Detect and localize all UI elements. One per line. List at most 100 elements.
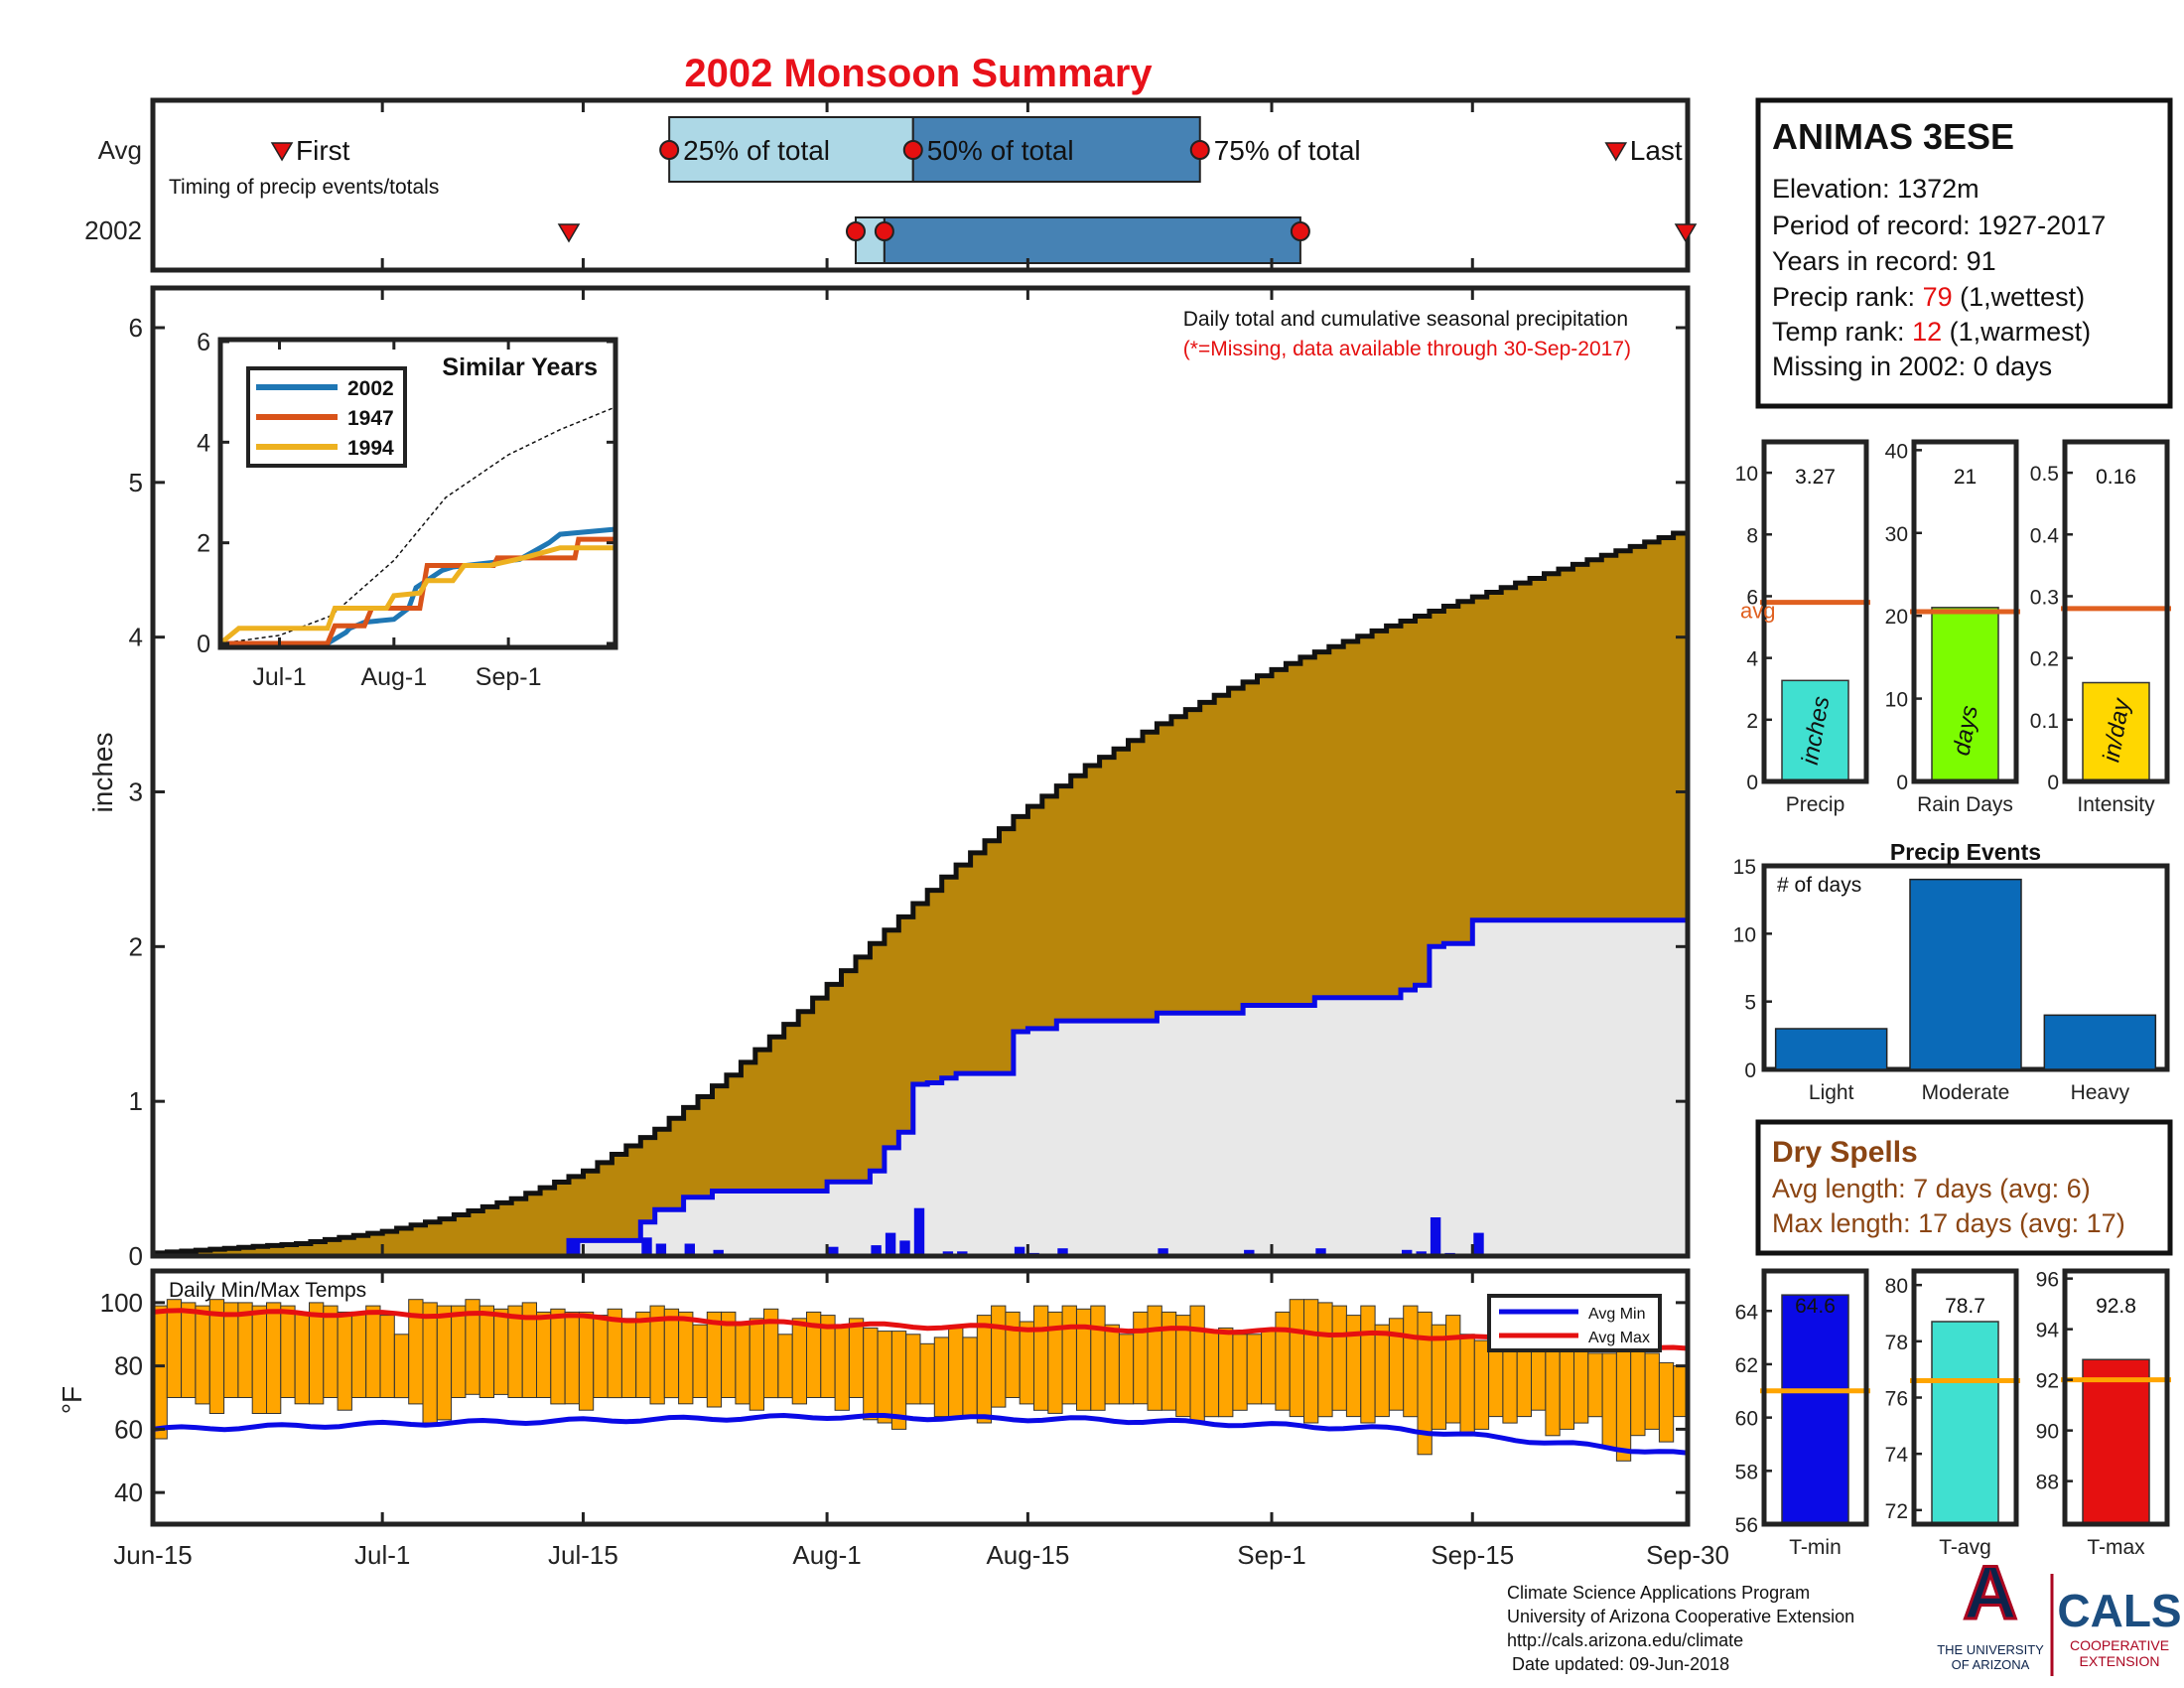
temp-range-bar [1473,1339,1490,1430]
stat-y-tick-label: 0 [2047,772,2059,794]
cals-logo-line1: COOPERATIVE [2070,1637,2169,1653]
stat-value-label: 3.27 [1795,466,1836,489]
main-y-tick-label: 3 [129,777,143,807]
stat-y-tick-label: 62 [1735,1354,1758,1377]
inset-x-tick-label: Jul-1 [252,663,306,691]
stat-avg-label: avg [1740,599,1775,624]
stat-x-label: Intensity [2077,793,2155,816]
year-first-marker [557,223,581,243]
timing-markers [270,140,1698,243]
x-tick-label: Aug-1 [792,1540,861,1570]
year-p50-marker [874,221,894,241]
temp-range-bar [1275,1311,1291,1411]
inset-x-tick-label: Sep-1 [476,663,542,691]
temp-range-bar [1090,1305,1106,1411]
precip-rank-suffix: (1,wettest) [1953,282,2086,312]
stat-y-tick-label: 8 [1746,524,1758,547]
year-cumulative-step-line [153,905,1691,1259]
temp-range-bar [181,1302,197,1399]
avg-last-marker [1604,142,1628,162]
station-info-frame [1755,97,2173,409]
temp-y-axis-label: °F [57,1386,87,1414]
stat-x-label: T-min [1789,1536,1842,1559]
timing-row-label-year: 2002 [84,215,142,245]
daily-precip-bar [570,1240,581,1256]
temp-range-bar [593,1315,609,1398]
precip-events-chart: Light Moderate Heavy 0 5 10 15 Precip Events # o… [1733,839,2170,1104]
station-period: Period of record: 1927-2017 [1772,211,2106,240]
temp-range-bar [777,1334,793,1399]
temp-range-bar [905,1334,921,1405]
precip-events-category-label: Heavy [2071,1081,2130,1104]
stat-x-label: T-avg [1939,1536,1991,1559]
stat-y-tick-label: 10 [1735,463,1758,486]
precip-rank-prefix: Precip rank: [1772,282,1923,312]
stat-y-tick-label: 72 [1885,1500,1908,1523]
footer-line3: http://cals.arizona.edu/climate [1507,1630,1743,1650]
temp-range-bar [791,1318,808,1405]
station-elevation: Elevation: 1372m [1772,174,1979,204]
temp-range-bar [919,1342,935,1405]
temp-y-tick-label: 60 [114,1414,143,1444]
station-name: ANIMAS 3ESE [1772,116,2014,157]
stat-y-tick-label: 58 [1735,1461,1758,1483]
temp-range-bar [620,1318,637,1399]
dry-spells-title: Dry Spells [1772,1136,1918,1169]
inset-title: Similar Years [442,353,598,381]
daily-precip-bar [1014,1246,1025,1256]
ua-logo-line2: OF ARIZONA [1952,1657,2030,1672]
precip-events-category-label: Light [1809,1081,1854,1104]
precip-rank-value: 79 [1923,282,1953,312]
stat-panel-t_min: 56 58 60 62 64 64.6 T-min [1735,1268,1870,1559]
temp-range-bar [1374,1324,1390,1418]
temp-range-bar [1019,1321,1034,1405]
stat-value-label: 0.16 [2096,466,2136,489]
stat-panel-frame [1761,1268,1869,1527]
stat-y-tick-label: 20 [1885,606,1908,629]
temp-range-bar [309,1302,325,1405]
stat-x-label: Rain Days [1917,793,2013,816]
main-y-tick-label: 6 [129,313,143,343]
temp-range-bar [422,1302,438,1424]
stat-value-bar [1781,1294,1849,1525]
daily-precip-bar [1057,1248,1068,1256]
avg-first-marker [270,142,294,162]
stat-y-tick-label: 60 [1735,1408,1758,1431]
temp-rank-value: 12 [1912,317,1942,347]
stat-y-tick-label: 96 [2036,1269,2059,1292]
dry-spells-frame [1755,1119,2173,1256]
stat-panel-frame [2062,1268,2170,1527]
inset-series-line-1994 [218,545,615,645]
cals-logo-line2: EXTENSION [2080,1653,2160,1669]
legend-label-1947: 1947 [347,407,394,430]
dry-spells-max: Max length: 17 days (avg: 17) [1772,1208,2125,1238]
timing-row-label-avg: Avg [98,135,142,165]
inset-y-tick-label: 0 [197,631,210,658]
temp-range-bar [365,1305,381,1398]
precip-events-bar [1774,1028,1888,1070]
stat-value-label: 21 [1954,466,1977,489]
temp-range-bar [1246,1334,1262,1405]
footer-line1: Climate Science Applications Program [1507,1583,1810,1603]
temp-range-bar [294,1311,310,1405]
daily-precip-bar [1402,1249,1413,1256]
figure-title: 2002 Monsoon Summary [684,52,1153,95]
temp-range-bar [1061,1305,1077,1405]
timing-panel: Avg 2002 Timing of precip events/totals … [84,97,1698,273]
x-tick-label: Jul-1 [354,1540,410,1570]
stat-y-tick-label: 4 [1746,648,1758,671]
temp-range-bar [280,1305,296,1398]
stat-y-tick-label: 40 [1885,440,1908,463]
temp-range-bar [237,1302,253,1399]
temp-range-bar [1615,1346,1632,1462]
temp-range-bar [848,1318,865,1399]
daily-precip-bar [885,1232,896,1256]
year-p75-marker [1290,221,1310,241]
inset-legend: 2002 1947 1994 [246,366,407,468]
temp-range-bar [550,1308,566,1405]
station-info-box: ANIMAS 3ESE Elevation: 1372m Period of r… [1755,97,2173,409]
avg-cumulative-step-line [153,528,1691,1256]
